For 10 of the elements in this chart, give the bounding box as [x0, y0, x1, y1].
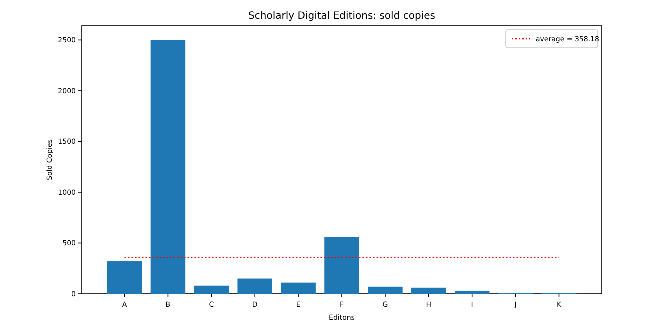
- bar: [194, 286, 230, 294]
- bar: [454, 290, 490, 294]
- bar: [368, 286, 403, 294]
- bar: [412, 288, 446, 294]
- bar: [324, 237, 360, 294]
- bar: [281, 282, 316, 294]
- bar: [107, 262, 142, 294]
- bar: [238, 278, 272, 294]
- chart-title: Scholarly Digital Editions: sold copies: [248, 11, 436, 22]
- bar: [150, 40, 186, 294]
